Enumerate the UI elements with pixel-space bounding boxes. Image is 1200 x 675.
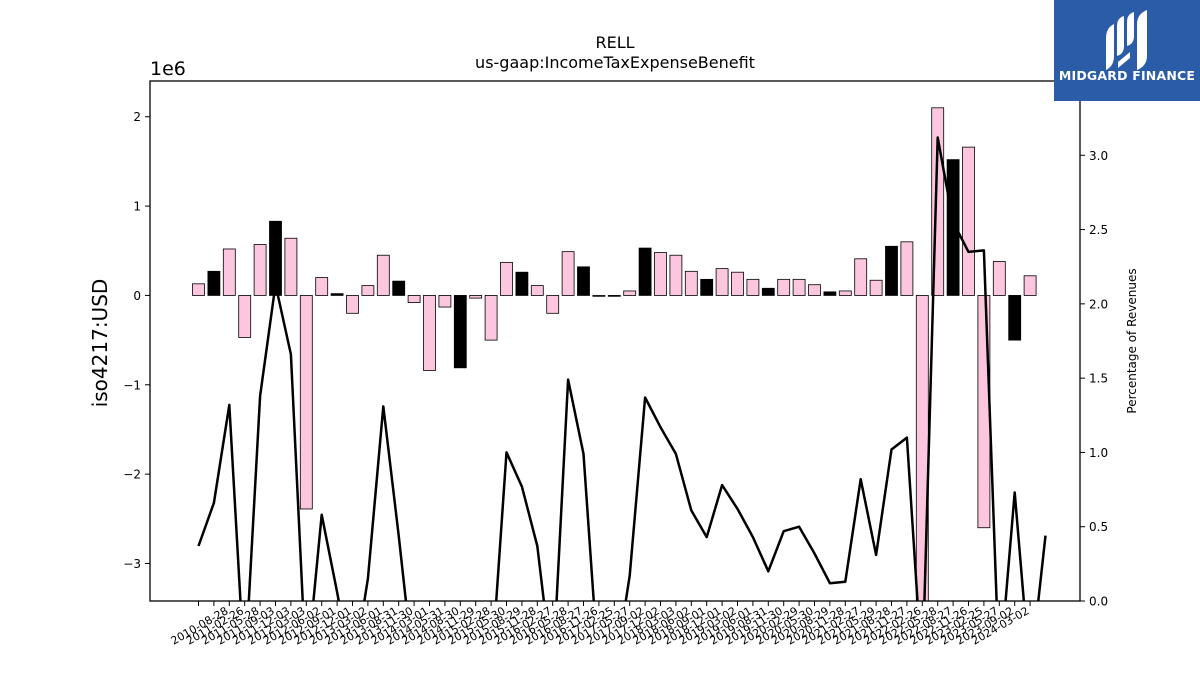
bar bbox=[792, 278, 806, 296]
y2-tick-label: 2.5 bbox=[1089, 223, 1108, 237]
y-tick-label: 0 bbox=[133, 289, 141, 303]
bar bbox=[669, 254, 683, 296]
bar bbox=[977, 295, 991, 529]
bar bbox=[546, 295, 560, 314]
bar bbox=[484, 295, 498, 341]
bar bbox=[376, 254, 390, 296]
bar bbox=[946, 159, 960, 296]
y-tick-label: −1 bbox=[123, 378, 141, 392]
y-tick-label: −3 bbox=[123, 557, 141, 571]
bar bbox=[654, 252, 667, 296]
bar bbox=[269, 220, 282, 296]
bar bbox=[715, 268, 729, 296]
y-axis-offset-label: 1e6 bbox=[150, 58, 186, 80]
bar bbox=[684, 270, 698, 296]
y2-tick-label: 2.0 bbox=[1089, 297, 1108, 311]
percentage-line bbox=[197, 136, 1047, 601]
chart-subtitle: us-gaap:IncomeTaxExpenseBenefit bbox=[475, 53, 755, 72]
y2-axis-label: Percentage of Revenues bbox=[1125, 268, 1139, 413]
bar bbox=[299, 295, 313, 510]
bar bbox=[607, 295, 621, 297]
bar bbox=[808, 284, 821, 296]
bar bbox=[515, 271, 529, 296]
bar-series bbox=[192, 107, 1037, 602]
logo-text: MIDGARD FINANCE bbox=[1058, 68, 1196, 83]
bar bbox=[900, 241, 914, 296]
y2-tick-label: 0.0 bbox=[1089, 595, 1108, 609]
line-series bbox=[197, 136, 1047, 601]
bar bbox=[330, 293, 344, 296]
bar bbox=[222, 248, 236, 296]
y-tick-label: 1 bbox=[133, 200, 141, 214]
bar bbox=[561, 251, 575, 296]
bar bbox=[238, 295, 252, 338]
plot-frame bbox=[149, 80, 1081, 602]
chart-title: RELL bbox=[595, 33, 634, 52]
bar bbox=[746, 278, 760, 296]
bar bbox=[392, 280, 406, 296]
y-axis-label: iso4217:USD bbox=[88, 279, 112, 408]
bar bbox=[731, 271, 744, 296]
y2-tick-label: 0.5 bbox=[1089, 520, 1108, 534]
bar bbox=[577, 266, 590, 296]
bar bbox=[315, 277, 329, 296]
y2-axis-ticks: 0.0 0.5 1.0 1.5 2.0 2.5 3.0 bbox=[1080, 149, 1108, 609]
bar bbox=[638, 247, 652, 296]
bar bbox=[192, 283, 205, 296]
bar bbox=[962, 146, 975, 296]
bar bbox=[838, 290, 852, 296]
midgard-finance-logo: MIDGARD FINANCE bbox=[1054, 0, 1200, 101]
bar bbox=[777, 278, 791, 296]
bar bbox=[438, 295, 452, 308]
y2-tick-label: 1.5 bbox=[1089, 372, 1108, 386]
y2-tick-label: 1.0 bbox=[1089, 446, 1108, 460]
x-axis-ticks: 2010-08-282011-02-262011-05-282011-09-03… bbox=[169, 601, 1031, 648]
bar bbox=[500, 261, 513, 296]
y2-tick-label: 3.0 bbox=[1089, 149, 1108, 163]
bar bbox=[1008, 295, 1022, 341]
bar bbox=[407, 295, 421, 303]
bar bbox=[885, 245, 898, 296]
bar bbox=[823, 291, 837, 296]
y-tick-label: −2 bbox=[123, 468, 141, 482]
bar bbox=[253, 244, 267, 296]
bar bbox=[469, 295, 483, 299]
bar bbox=[207, 270, 221, 296]
bar bbox=[761, 287, 775, 296]
bar bbox=[284, 237, 298, 296]
bar bbox=[623, 290, 637, 296]
y-axis-ticks: −3 −2 −1 0 1 2 bbox=[123, 110, 150, 571]
y-tick-label: 2 bbox=[133, 110, 141, 124]
bar bbox=[869, 279, 883, 296]
bar bbox=[1023, 275, 1037, 296]
bar bbox=[700, 278, 714, 296]
bar bbox=[346, 295, 359, 314]
bar bbox=[361, 285, 375, 296]
bar bbox=[854, 258, 868, 296]
bar bbox=[423, 295, 436, 371]
bar bbox=[992, 261, 1006, 296]
bar bbox=[453, 295, 467, 369]
bar bbox=[530, 285, 544, 296]
bar bbox=[592, 295, 606, 297]
midgard-logo-icon bbox=[1106, 10, 1147, 70]
